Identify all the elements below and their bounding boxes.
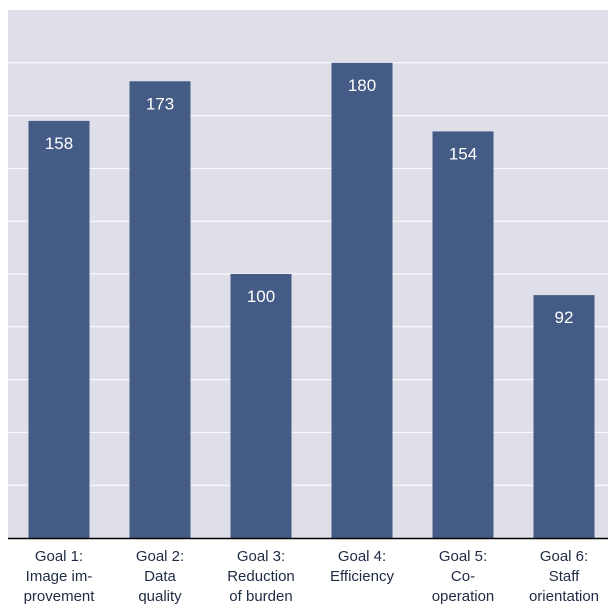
category-label: operation [432,588,495,605]
category-label: of burden [229,588,292,605]
category-labels: Goal 1: Image im-provement Goal 2: Data qual… [24,548,599,605]
value-labels: 158 173 100 180 154 92 [45,76,574,327]
category-label: Efficiency [330,568,394,585]
bar [533,295,595,538]
bar [129,81,191,538]
bar-value-label: 158 [45,134,73,153]
bar [230,274,292,538]
bar-value-label: 173 [146,94,174,113]
category-label: Goal 6: [540,548,588,565]
bar-value-label: 154 [449,144,477,163]
bar [331,62,393,539]
category-label: Goal 1: [35,548,83,565]
category-label: Goal 2: [136,548,184,565]
gridlines [8,62,608,486]
category-label: Data [144,568,176,585]
category-label: provement [24,588,96,605]
bars [28,62,595,539]
bar-value-label: 100 [247,287,275,306]
category-label: Goal 3: [237,548,285,565]
category-label: quality [138,588,182,605]
bar-value-label: 92 [555,308,574,327]
category-label: Goal 4: [338,548,386,565]
bar [432,131,494,538]
category-label: Reduction [227,568,295,585]
category-label: Co- [451,568,475,585]
category-label: Staff [549,568,580,585]
category-label: orientation [529,588,599,605]
bar-value-label: 180 [348,76,376,95]
category-label: Image im- [26,568,93,585]
category-label: Goal 5: [439,548,487,565]
bar [28,120,90,538]
